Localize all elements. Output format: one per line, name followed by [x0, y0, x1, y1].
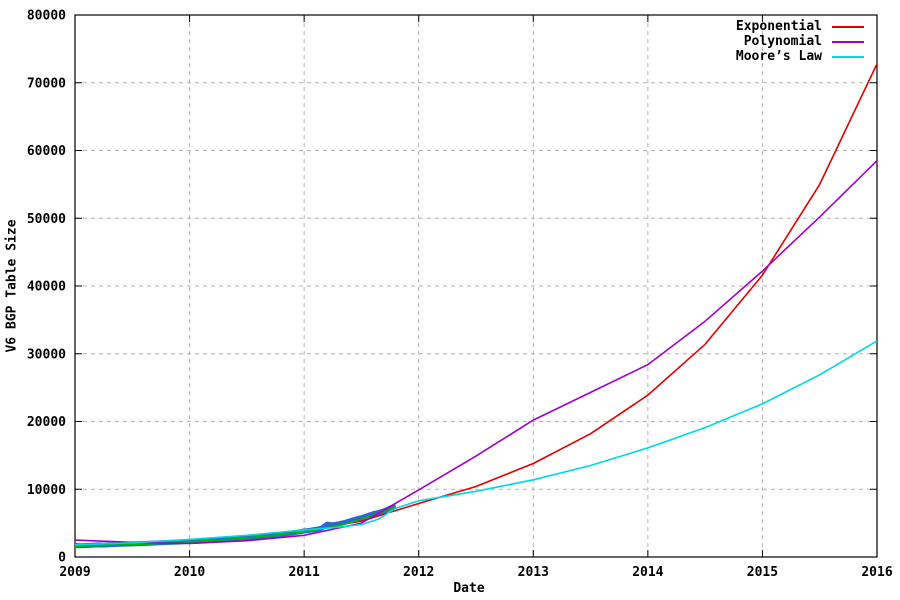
- legend-item-polynomial: Polynomial: [736, 34, 864, 49]
- series-Polynomial: [74, 160, 878, 545]
- legend-line-swatch: [832, 25, 864, 28]
- y-tick-label: 30000: [27, 347, 66, 362]
- x-tick-label: 2010: [174, 565, 205, 580]
- x-tick-label: 2011: [288, 565, 319, 580]
- series-Moore’s Law: [74, 340, 878, 546]
- legend-item-exponential: Exponential: [736, 19, 864, 34]
- legend-item-moores-law: Moore’s Law: [736, 49, 864, 64]
- y-axis-label: V6 BGP Table Size: [4, 219, 20, 353]
- x-tick-label: 2009: [59, 565, 90, 580]
- x-tick-label: 2015: [747, 565, 778, 580]
- legend-label: Exponential: [735, 19, 822, 34]
- y-tick-label: 50000: [27, 212, 66, 227]
- y-tick-label: 70000: [27, 76, 66, 91]
- y-tick-label: 80000: [27, 9, 66, 24]
- x-tick-label: 2013: [518, 565, 549, 580]
- y-tick-label: 40000: [27, 280, 66, 295]
- x-tick-label: 2012: [403, 565, 434, 580]
- x-tick-label: 2014: [632, 565, 663, 580]
- y-tick-label: 0: [58, 551, 66, 566]
- legend-line-swatch: [832, 40, 864, 43]
- y-tick-label: 60000: [27, 144, 66, 159]
- legend: Exponential Polynomial Moore’s Law: [736, 19, 864, 64]
- series-Exponential: [74, 63, 878, 547]
- legend-label: Polynomial: [743, 34, 822, 49]
- series-smoothed-data: [74, 506, 397, 548]
- y-tick-label: 20000: [27, 415, 66, 430]
- legend-label: Moore’s Law: [735, 49, 822, 64]
- y-tick-label: 10000: [27, 483, 66, 498]
- x-axis-label: Date: [453, 581, 485, 596]
- x-tick-label: 2016: [861, 565, 892, 580]
- legend-line-swatch: [832, 55, 864, 58]
